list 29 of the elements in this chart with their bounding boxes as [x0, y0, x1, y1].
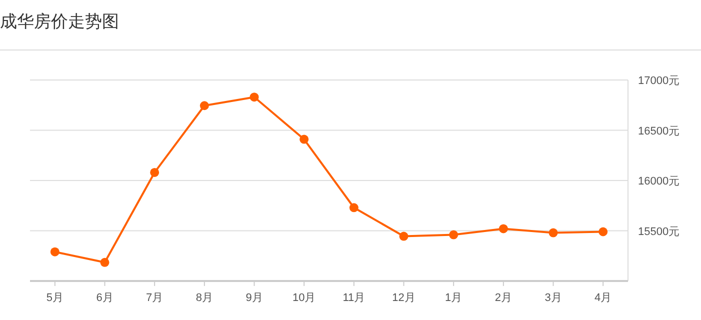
point [250, 92, 259, 102]
x-tick-label: 9月 [246, 292, 263, 304]
point [50, 247, 60, 256]
point [300, 134, 309, 144]
point [449, 230, 458, 240]
point [598, 227, 608, 236]
y-tick-label: 15500元 [638, 226, 680, 238]
x-tick-label: 3月 [544, 292, 562, 304]
x-tick-label: 4月 [594, 292, 612, 304]
point [100, 258, 110, 267]
x-tick-label: 12月 [392, 292, 416, 304]
x-tick-label: 1月 [445, 292, 462, 304]
y-tick-label: 16000元 [638, 176, 680, 188]
y-tick-label: 16500元 [638, 125, 680, 138]
point [548, 228, 558, 238]
y-tick-label: 17000元 [638, 75, 680, 87]
x-tick-label: 7月 [146, 292, 164, 304]
x-tick-label: 5月 [46, 292, 64, 304]
point [399, 232, 408, 241]
x-tick-label: 8月 [196, 292, 213, 304]
x-tick-label: 2月 [494, 292, 512, 304]
chart-title: 成华房价走势图 [0, 12, 119, 31]
point [200, 101, 209, 110]
point [498, 224, 508, 234]
x-tick-label: 10月 [292, 292, 316, 304]
x-tick-label: 6月 [96, 292, 114, 304]
x-tick-label: 11月 [342, 292, 366, 304]
point [150, 168, 160, 177]
point [349, 203, 358, 212]
